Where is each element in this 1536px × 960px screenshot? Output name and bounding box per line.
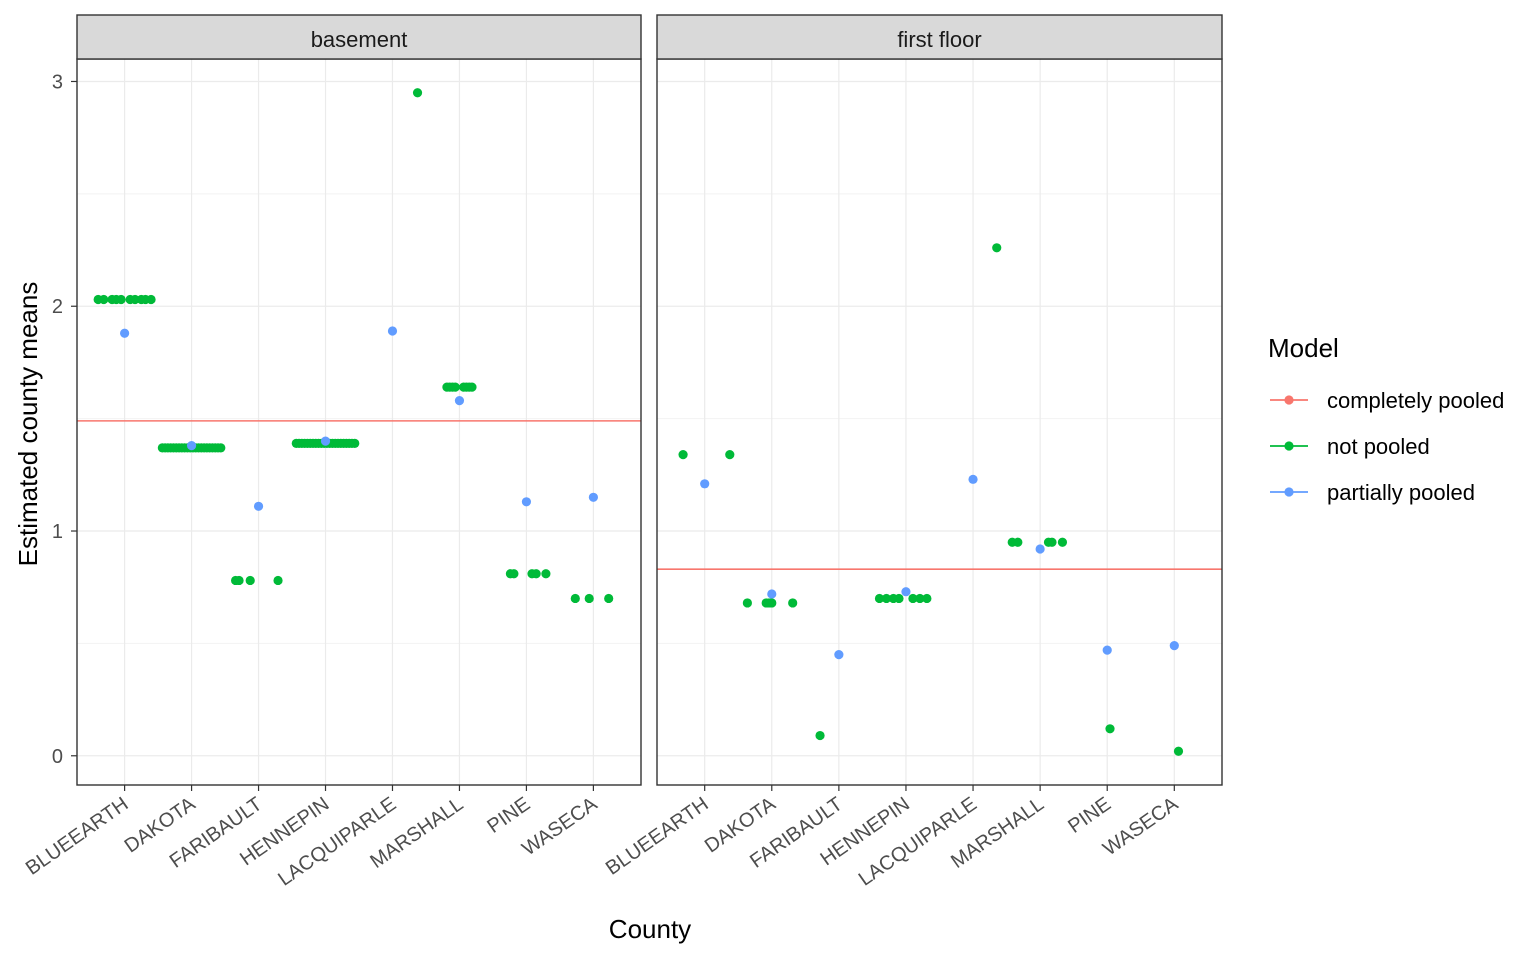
not-pooled-point xyxy=(99,294,109,305)
not-pooled-point xyxy=(881,593,892,604)
not-pooled-point xyxy=(922,593,932,604)
y-tick-label: 2 xyxy=(52,296,63,318)
not-pooled-point xyxy=(815,730,825,741)
x-tick-label: BLUEEARTH xyxy=(602,793,713,880)
x-tick-label: WASECA xyxy=(1099,793,1183,861)
not-pooled-point xyxy=(450,382,460,392)
partially-pooled-point xyxy=(1102,645,1112,655)
x-tick-label: PINE xyxy=(483,793,534,838)
y-tick-label: 0 xyxy=(52,746,63,768)
not-pooled-point xyxy=(234,575,244,586)
strip-label: basement xyxy=(311,27,408,52)
y-axis-title: Estimated county means xyxy=(13,282,43,567)
not-pooled-point xyxy=(541,569,551,579)
partially-pooled-point xyxy=(1035,544,1045,554)
partially-pooled-point xyxy=(588,492,598,502)
not-pooled-point xyxy=(874,593,885,604)
not-pooled-point xyxy=(146,294,156,305)
partially-pooled-point xyxy=(120,328,130,338)
y-tick-label: 3 xyxy=(52,71,63,93)
strip-background xyxy=(656,14,1223,60)
partially-pooled-point xyxy=(320,436,331,446)
not-pooled-point xyxy=(908,593,918,604)
legend-label: completely pooled xyxy=(1327,388,1504,413)
partially-pooled-point xyxy=(901,587,911,597)
x-tick-label: WASECA xyxy=(518,793,602,861)
y-tick-label: 1 xyxy=(52,521,63,543)
legend-key-point xyxy=(1284,487,1294,497)
partially-pooled-point xyxy=(186,441,197,451)
not-pooled-point xyxy=(570,593,580,604)
not-pooled-point xyxy=(992,243,1002,253)
legend-label: partially pooled xyxy=(1327,480,1475,505)
panel-background xyxy=(77,59,641,785)
not-pooled-point xyxy=(1013,537,1023,547)
strip-label: first floor xyxy=(897,27,981,52)
not-pooled-point xyxy=(894,593,904,604)
not-pooled-point xyxy=(1047,537,1057,547)
not-pooled-point xyxy=(1105,724,1115,734)
not-pooled-point xyxy=(467,382,477,392)
not-pooled-point xyxy=(350,438,360,448)
panel-basement: BLUEEARTHDAKOTAFARIBAULTHENNEPINLACQUIPA… xyxy=(22,14,642,891)
y-axis: 0 1 2 3 xyxy=(52,71,77,768)
x-tick-label: LACQUIPARLE xyxy=(274,793,400,891)
not-pooled-point xyxy=(509,569,519,579)
legend-item: not pooled xyxy=(1270,434,1430,459)
not-pooled-point xyxy=(116,294,126,305)
not-pooled-point xyxy=(915,593,925,604)
not-pooled-point xyxy=(725,449,735,460)
not-pooled-point xyxy=(767,598,777,608)
partially-pooled-point xyxy=(521,497,532,507)
not-pooled-point xyxy=(412,88,423,98)
not-pooled-point xyxy=(216,443,226,453)
x-axis-title: County xyxy=(609,914,691,944)
partially-pooled-point xyxy=(968,474,978,484)
x-tick-label: PINE xyxy=(1064,793,1115,838)
partially-pooled-point xyxy=(700,479,710,489)
legend-title: Model xyxy=(1268,333,1339,363)
legend: Model completely pooled not pooled partial… xyxy=(1268,333,1504,505)
partially-pooled-point xyxy=(387,326,398,336)
not-pooled-point xyxy=(604,593,614,604)
legend-item: partially pooled xyxy=(1270,480,1475,505)
panel-first-floor: BLUEEARTHDAKOTAFARIBAULTHENNEPINLACQUIPA… xyxy=(602,14,1223,891)
not-pooled-point xyxy=(1173,746,1184,756)
panels-group: BLUEEARTHDAKOTAFARIBAULTHENNEPINLACQUIPA… xyxy=(22,14,1223,891)
partially-pooled-point xyxy=(1169,641,1179,651)
legend-item: completely pooled xyxy=(1270,388,1504,413)
legend-label: not pooled xyxy=(1327,434,1430,459)
x-tick-label: LACQUIPARLE xyxy=(855,793,981,891)
not-pooled-point xyxy=(678,449,688,460)
partially-pooled-point xyxy=(253,501,264,511)
not-pooled-point xyxy=(788,598,798,608)
legend-key-point xyxy=(1284,395,1294,405)
not-pooled-point xyxy=(742,598,752,608)
not-pooled-point xyxy=(1057,537,1068,547)
x-tick-label: BLUEEARTH xyxy=(22,793,133,880)
partially-pooled-point xyxy=(454,396,465,406)
strip-background xyxy=(76,14,642,60)
not-pooled-point xyxy=(273,575,283,586)
not-pooled-point xyxy=(245,575,255,586)
partially-pooled-point xyxy=(767,589,777,599)
panel-background xyxy=(657,59,1222,785)
not-pooled-point xyxy=(531,569,541,579)
legend-key-point xyxy=(1284,441,1294,451)
partially-pooled-point xyxy=(834,650,844,660)
not-pooled-point xyxy=(584,593,594,604)
